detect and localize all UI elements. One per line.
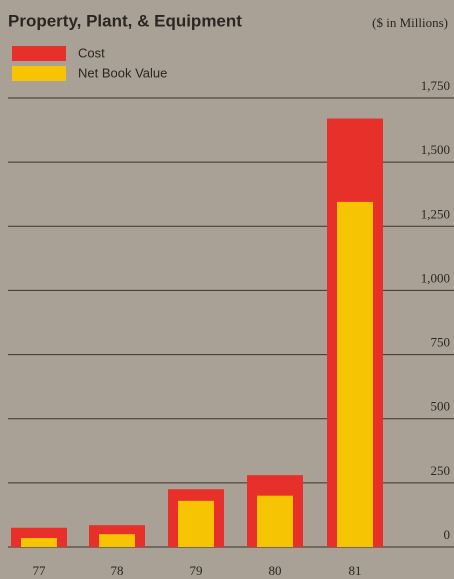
y-tick-label: 1,250 [421,206,450,221]
legend-label: Cost [78,45,105,60]
y-tick-label: 0 [444,527,451,542]
y-tick-label: 1,500 [421,142,450,157]
y-tick-label: 750 [431,335,451,350]
bar [21,538,57,547]
x-tick-label: 77 [33,563,47,578]
y-tick-label: 500 [431,399,451,414]
bar [257,495,293,547]
chart-subtitle: ($ in Millions) [372,15,448,30]
legend-swatch [12,46,66,61]
y-tick-label: 1,000 [421,270,450,285]
chart-title: Property, Plant, & Equipment [8,11,242,30]
bar [99,534,135,547]
x-tick-label: 78 [111,563,124,578]
x-tick-label: 79 [190,563,203,578]
legend-swatch [12,66,66,81]
legend-label: Net Book Value [78,65,167,80]
y-tick-label: 250 [431,463,451,478]
bar [337,201,373,547]
x-tick-label: 80 [269,563,282,578]
x-tick-label: 81 [349,563,362,578]
y-tick-label: 1,750 [421,78,450,93]
bar [178,500,214,547]
